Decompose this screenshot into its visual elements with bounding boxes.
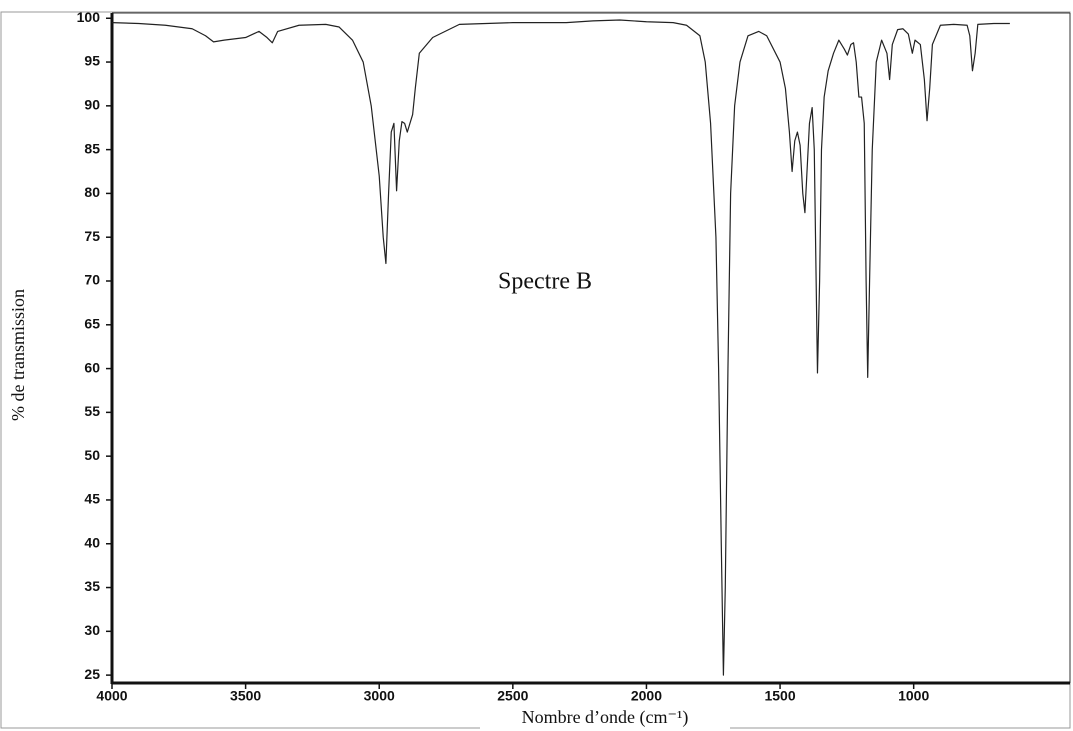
x-tick-label: 1000 [898,688,929,704]
y-tick-label: 65 [84,315,100,331]
label-backdrop [8,260,32,460]
y-tick-label: 35 [84,578,100,594]
y-tick-label: 50 [84,447,100,463]
y-tick-label: 85 [84,140,100,156]
annotation: Spectre B [498,269,592,295]
y-tick-label: 25 [84,666,100,682]
y-tick-label: 40 [84,534,100,550]
y-tick-label: 80 [84,184,100,200]
label-backdrop [480,708,730,730]
x-tick-label: 4000 [96,688,127,704]
y-tick-label: 55 [84,403,100,419]
y-tick-label: 90 [84,97,100,113]
y-tick-label: 70 [84,272,100,288]
y-tick-label: 95 [84,53,100,69]
x-tick-label: 2000 [631,688,662,704]
x-axis-label: Nombre d’onde (cm⁻¹) [522,707,689,728]
y-tick-label: 60 [84,359,100,375]
y-tick-label: 45 [84,491,100,507]
frame [0,11,1071,729]
y-tick-label: 75 [84,228,100,244]
y-tick-label: 30 [84,622,100,638]
x-tick-label: 3000 [364,688,395,704]
x-tick-label: 2500 [497,688,528,704]
spectrum-line [111,19,1010,676]
x-tick-label: 1500 [764,688,795,704]
x-tick-label: 3500 [230,688,261,704]
y-tick-label: 100 [77,9,101,25]
y-axis-label: % de transmission [8,289,28,421]
